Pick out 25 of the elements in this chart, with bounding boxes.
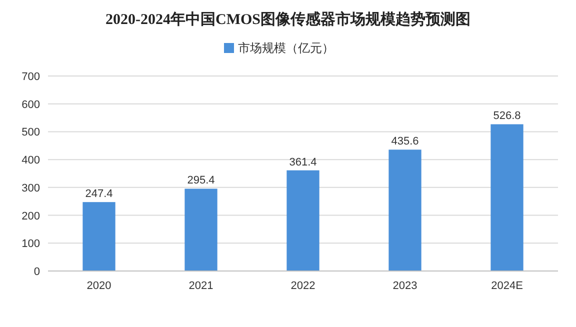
bar (286, 170, 320, 271)
data-label: 526.8 (493, 110, 521, 122)
x-tick-label: 2023 (392, 280, 418, 292)
data-label: 361.4 (289, 156, 317, 168)
bar (388, 150, 422, 271)
y-tick-label: 100 (22, 238, 40, 250)
legend-label: 市场规模（亿元） (238, 41, 334, 55)
bar (82, 202, 116, 271)
y-tick-label: 400 (22, 154, 40, 167)
x-tick-label: 2021 (188, 280, 214, 292)
y-tick-label: 300 (22, 182, 40, 194)
x-tick-label: 2020 (86, 280, 112, 292)
data-label: 435.6 (391, 136, 419, 148)
x-tick-label: 2022 (290, 280, 316, 292)
y-tick-label: 500 (22, 126, 40, 139)
bar (184, 188, 218, 271)
data-label: 247.4 (85, 188, 113, 200)
y-tick-label: 0 (34, 266, 40, 278)
y-tick-label: 600 (22, 98, 40, 111)
x-tick-label: 2024E (491, 280, 523, 292)
y-tick-label: 700 (22, 71, 40, 83)
bar (490, 124, 524, 271)
data-label: 295.4 (187, 174, 215, 187)
chart-title: 2020-2024年中国CMOS图像传感器市场规模趋势预测图 (106, 10, 470, 28)
y-tick-label: 200 (22, 210, 40, 222)
